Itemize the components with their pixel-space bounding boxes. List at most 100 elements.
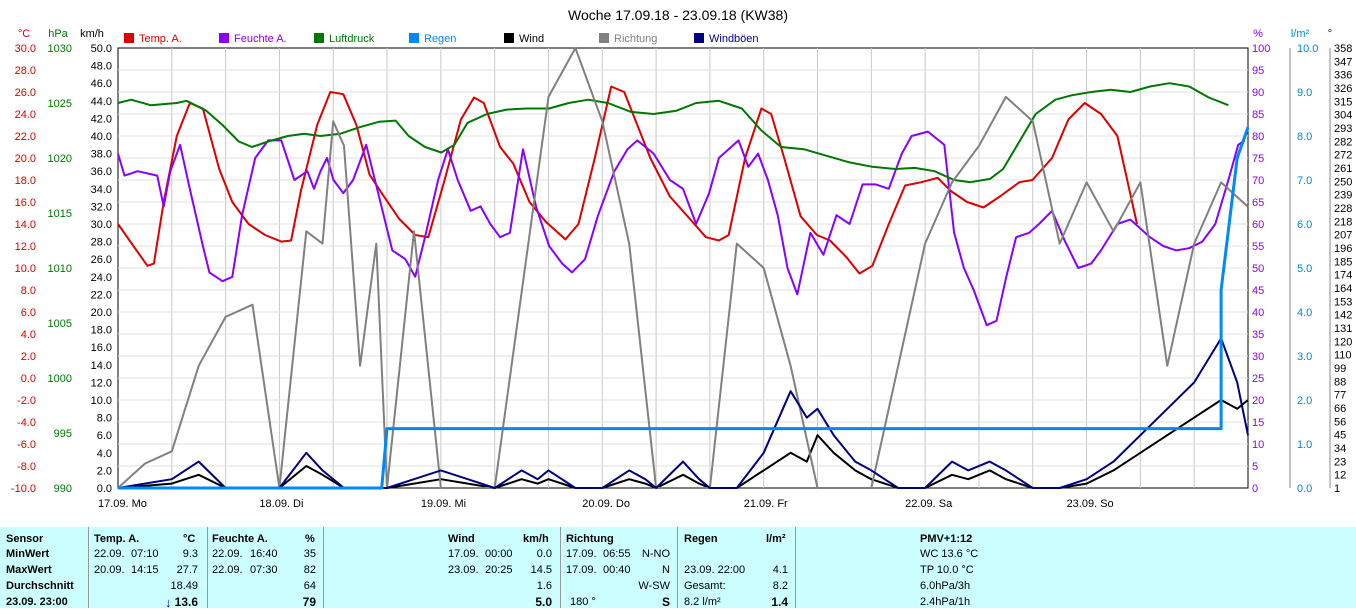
humidity-avg-value: 64 (303, 580, 316, 592)
axis-tick-label: 1.0 (1297, 439, 1312, 451)
humidity-header: Feuchte A. (212, 533, 268, 545)
axis-tick-label: 6.0 (97, 430, 112, 442)
axis-tick-label: 990 (54, 483, 72, 495)
stats-table: Sensor MinWert MaxWert Durchschnitt 23.0… (0, 527, 1356, 610)
wind-min-value: 0.0 (536, 548, 552, 560)
humidity-unit: % (305, 533, 315, 545)
axis-tick-label: 358 (1334, 43, 1352, 55)
axis-tick-label: 120 (1334, 336, 1352, 348)
chart-title: Woche 17.09.18 - 23.09.18 (KW38) (568, 7, 788, 23)
legend-label: Wind (519, 33, 544, 45)
axis-tick-label: 44.0 (91, 96, 112, 108)
axis-tick-label: 40 (1252, 307, 1264, 319)
axis-tick-label: 5.0 (1297, 263, 1312, 275)
axis-tick-label: 7.0 (1297, 175, 1312, 187)
axis-tick-label: 8.0 (97, 413, 112, 425)
axis-tick-label: 18.0 (91, 325, 112, 337)
legend-label: Richtung (614, 33, 657, 45)
axis-tick-label: 77 (1334, 390, 1346, 402)
direction-max-date: 17.09. (566, 564, 597, 576)
axis-tick-label: 8.0 (1297, 131, 1312, 143)
axis-tick-label: 10.0 (1297, 43, 1318, 55)
rain-unit: l/m² (766, 533, 786, 545)
series-line (117, 47, 1249, 489)
axis-tick-label: 65 (1252, 197, 1264, 209)
rain-total-label: Gesamt: (684, 580, 726, 592)
humidity-max-date: 22.09. (212, 564, 243, 576)
wind-header: Wind (448, 533, 475, 545)
axis-tick-label: 50.0 (91, 43, 112, 55)
series-line (118, 126, 1250, 490)
row-label-avg: Durchschnitt (6, 580, 74, 592)
x-ticks: 17.09. Mo 18.09. Di 19.09. Mi 20.09. Do 21.0… (98, 498, 1114, 510)
axis-tick-label: -4.0 (17, 417, 36, 429)
series-line (117, 85, 1138, 275)
axis-tick-label: 2.0 (21, 351, 36, 363)
axis-unit: ° (1328, 28, 1332, 40)
axis-tick-label: 80 (1252, 131, 1264, 143)
axis-tick-label: 164 (1334, 283, 1352, 295)
axis-tick-label: 4.0 (1297, 307, 1312, 319)
pmv-header: PMV+1:12 (920, 533, 973, 545)
axis-tick-label: 34.0 (91, 184, 112, 196)
axis-unit: °C (18, 28, 30, 40)
axis-tick-label: 20.0 (15, 153, 36, 165)
axis-tick-label: 30.0 (15, 43, 36, 55)
axis-tick-label: 228 (1334, 203, 1352, 215)
axis-tick-label: 14.0 (91, 360, 112, 372)
axis-tick-label: 70 (1252, 175, 1264, 187)
humidity-max-value: 82 (303, 564, 316, 576)
axis-tick-label: 45 (1252, 285, 1264, 297)
pmv-pressure-3h: 6.0hPa/3h (920, 580, 971, 592)
legend-label: Feuchte A. (234, 33, 287, 45)
axis-tick-label: 34 (1334, 443, 1346, 455)
temp-avg-value: 18.49 (170, 580, 198, 592)
grid (117, 47, 1249, 489)
axis-tick-label: 88 (1334, 376, 1346, 388)
direction-max-value: N (662, 564, 670, 576)
axis-tick-label: -8.0 (17, 461, 36, 473)
axis-tick-label: 336 (1334, 70, 1352, 82)
axis-tick-label: 4.0 (21, 329, 36, 341)
axis-tick-label: 304 (1334, 110, 1352, 122)
axis-tick-label: 12 (1334, 470, 1346, 482)
axis-tick-label: 272 (1334, 150, 1352, 162)
axis-tick-label: 10 (1252, 439, 1264, 451)
wind-current-value: 5.0 (535, 595, 552, 609)
direction-avg-value: W-SW (638, 580, 670, 592)
temp-max-date: 20.09. (94, 564, 125, 576)
legend-swatch (409, 33, 419, 43)
axis-tick-label: 110 (1334, 350, 1352, 362)
humidity-max-time: 07:30 (250, 564, 278, 576)
axis-tick-label: 16.0 (91, 342, 112, 354)
axis-tick-label: 35 (1252, 329, 1264, 341)
axis-tick-label: 24.0 (15, 109, 36, 121)
axis-tick-label: 16.0 (15, 197, 36, 209)
series-line (117, 82, 1229, 184)
legend: Temp. A. Feuchte A. Luftdruck Regen Wind Rich… (124, 33, 759, 45)
axis-tick-label: 239 (1334, 190, 1352, 202)
axis-tick-label: 10.0 (91, 395, 112, 407)
wind-max-time: 20:25 (485, 564, 513, 576)
row-label-max: MaxWert (6, 564, 52, 576)
axis-tick-label: 23 (1334, 456, 1346, 468)
axis-tick-label: 28.0 (15, 65, 36, 77)
axis-tick-label: 32.0 (91, 201, 112, 213)
axis-unit: km/h (80, 28, 104, 40)
axis-tick-label: 1 (1334, 483, 1340, 495)
axis-tick-label: 50 (1252, 263, 1264, 275)
axis-tick-label: 5 (1252, 461, 1258, 473)
pmv-pressure-1h: 2.4hPa/1h (920, 596, 971, 608)
axis-tick-label: 1000 (48, 373, 72, 385)
temp-unit: °C (183, 533, 196, 545)
axis-tick-label: 0.0 (97, 483, 112, 495)
temp-min-date: 22.09. (94, 548, 125, 560)
axis-tick-label: 2.0 (97, 465, 112, 477)
axis-tick-label: 30.0 (91, 219, 112, 231)
axis-tick-label: 46.0 (91, 78, 112, 90)
pmv-dewpoint: TP 10.0 °C (920, 564, 974, 576)
axis-tick-label: 22.0 (91, 289, 112, 301)
axis-tick-label: 90 (1252, 87, 1264, 99)
x-tick-label: 18.09. Di (259, 498, 303, 510)
axis-unit: % (1253, 28, 1263, 40)
